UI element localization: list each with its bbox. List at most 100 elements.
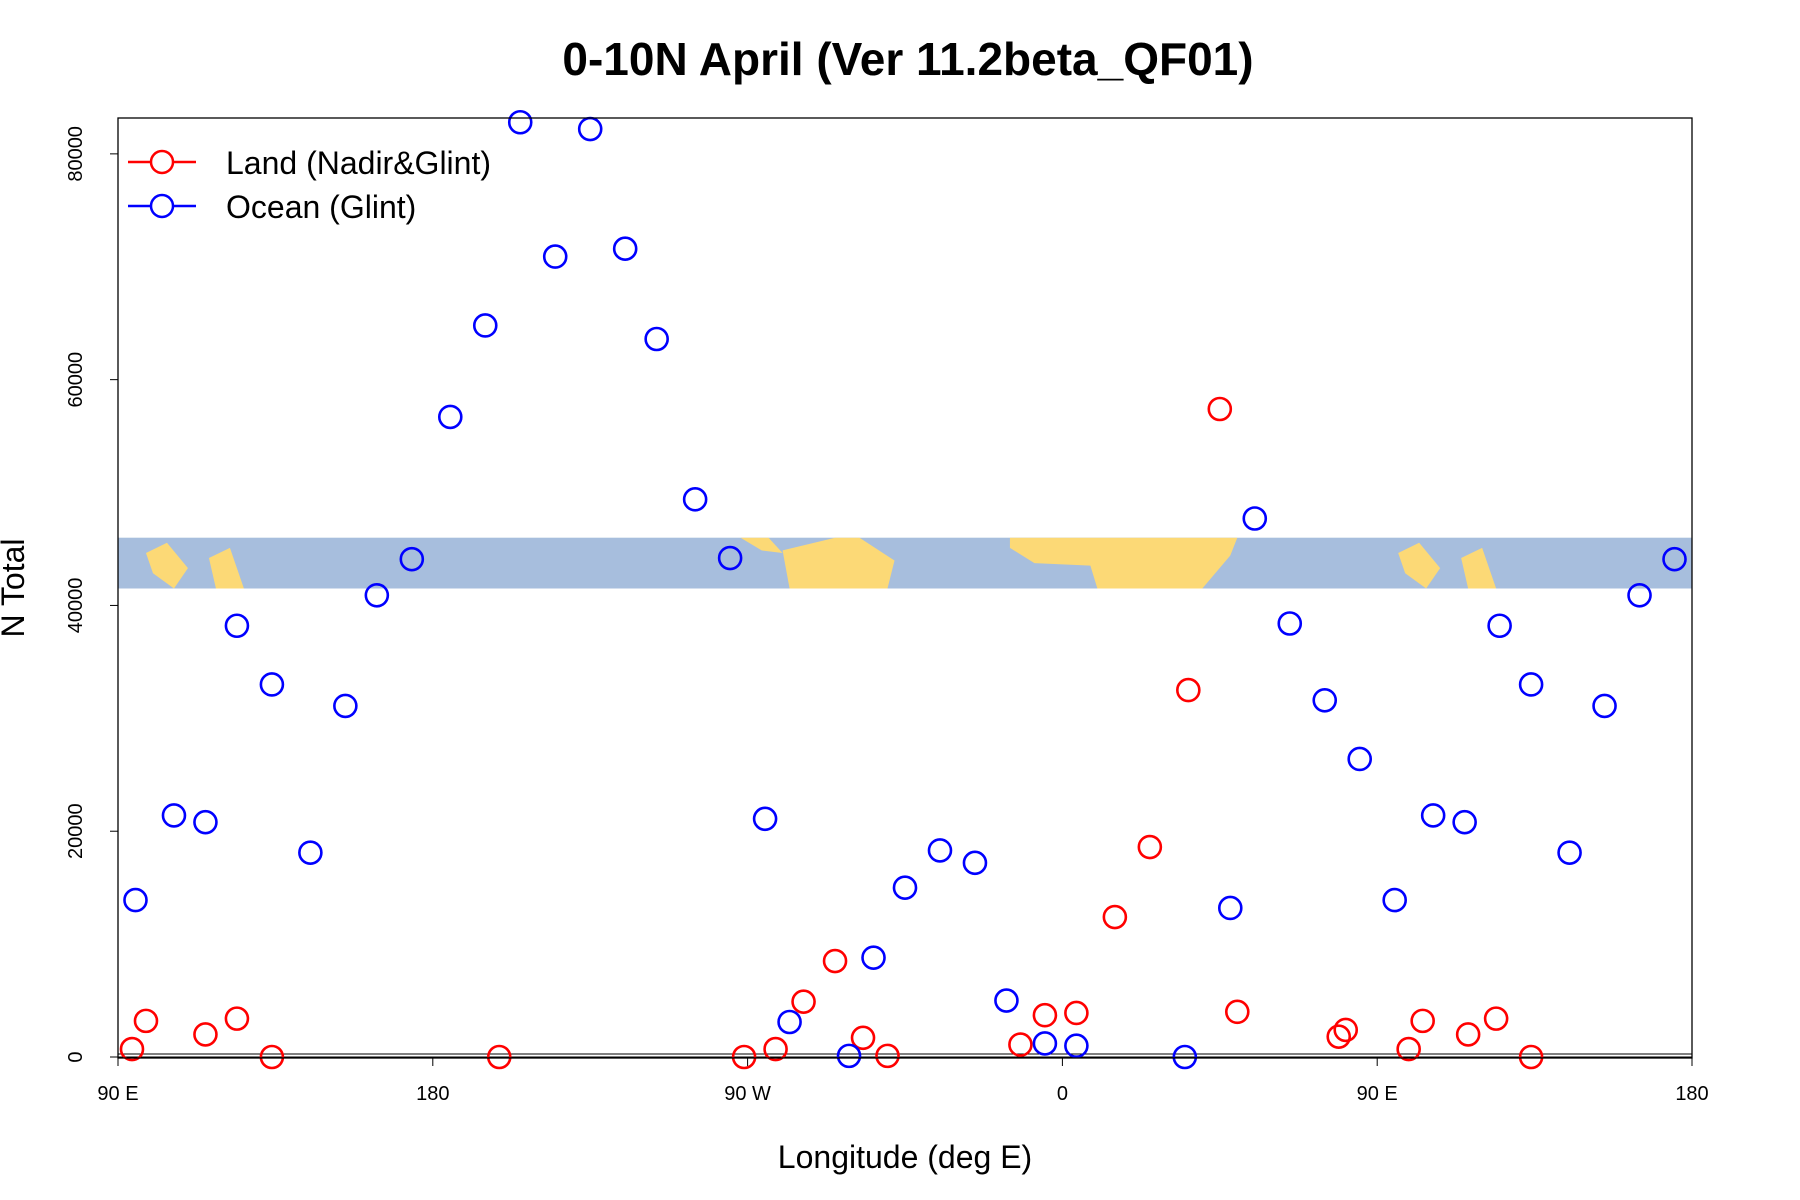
- land-point: [822, 948, 848, 974]
- ocean-point: [1420, 803, 1446, 828]
- map-land-central-america: [740, 537, 783, 553]
- land-point: [1032, 1002, 1058, 1028]
- map-land-south-america: [782, 537, 895, 589]
- land-point: [224, 1006, 250, 1031]
- y-tick-label: 40000: [65, 578, 87, 634]
- ocean-point: [224, 613, 250, 639]
- x-axis: 90 E 180 90 W 0 90 E 180: [97, 1058, 1709, 1105]
- ocean-point: [577, 116, 603, 142]
- ocean-point: [123, 887, 148, 913]
- ocean-point: [399, 546, 425, 572]
- land-point: [875, 1043, 900, 1069]
- land-point: [1483, 1006, 1509, 1031]
- land-point: [486, 1044, 512, 1070]
- ocean-point: [1557, 840, 1582, 865]
- land-point: [1326, 1024, 1352, 1049]
- ocean-point: [1032, 1031, 1058, 1056]
- land-point: [133, 1008, 159, 1034]
- land-point: [1137, 834, 1163, 860]
- legend-land-marker: [149, 149, 175, 175]
- ocean-point: [1217, 895, 1243, 921]
- ocean-point: [1487, 613, 1512, 639]
- ocean-point: [1592, 693, 1617, 719]
- land-point: [1064, 1000, 1089, 1026]
- ocean-point: [861, 945, 886, 970]
- x-tick-label: 90 E: [1357, 1083, 1398, 1105]
- map-ocean: [118, 537, 1692, 589]
- ocean-point: [892, 875, 918, 900]
- series-ocean: [123, 109, 1687, 1070]
- y-tick-label: 60000: [65, 352, 87, 408]
- plot-frame: [117, 117, 1693, 1059]
- land-point: [1518, 1044, 1544, 1070]
- y-tick-label: 80000: [65, 126, 87, 182]
- ocean-point: [1242, 506, 1268, 531]
- ocean-point: [1627, 582, 1652, 608]
- land-point: [1396, 1036, 1421, 1062]
- ocean-point: [1347, 746, 1373, 772]
- ocean-point: [1452, 809, 1477, 835]
- ocean-point: [437, 404, 463, 430]
- ocean-point: [717, 545, 743, 571]
- ocean-point: [1277, 611, 1303, 636]
- map-land-seasia-0: [145, 542, 188, 589]
- map-land-seasia-1: [1398, 542, 1441, 589]
- land-point: [259, 1044, 285, 1070]
- land-point: [731, 1044, 757, 1070]
- map-land-islands-1: [1461, 547, 1497, 589]
- ocean-point: [752, 806, 778, 832]
- ocean-point: [1518, 672, 1544, 697]
- ocean-point: [962, 850, 988, 876]
- ocean-point: [1382, 887, 1407, 913]
- ocean-point: [161, 803, 187, 828]
- ocean-point: [298, 840, 323, 865]
- ocean-point: [682, 487, 708, 512]
- land-point: [1333, 1017, 1359, 1043]
- ocean-point: [777, 1009, 802, 1035]
- zero-lines: [118, 1053, 1692, 1058]
- ocean-point: [1064, 1033, 1089, 1059]
- land-point: [1410, 1008, 1435, 1034]
- land-point: [850, 1025, 876, 1051]
- ocean-point: [1662, 546, 1687, 572]
- land-point: [1102, 904, 1128, 930]
- ocean-point: [542, 244, 568, 269]
- map-land-africa: [1009, 537, 1238, 589]
- x-axis-label: Longitude (deg E): [778, 1139, 1032, 1175]
- land-point: [1455, 1022, 1481, 1047]
- world-map-band: [118, 537, 1692, 589]
- map-land-islands-0: [208, 547, 244, 589]
- y-tick-label: 20000: [65, 803, 87, 859]
- land-point: [1008, 1032, 1033, 1057]
- land-point: [1207, 396, 1233, 422]
- x-tick-label: 180: [416, 1083, 449, 1105]
- legend-ocean-marker: [149, 193, 175, 219]
- land-point: [119, 1036, 145, 1062]
- ocean-point: [612, 236, 638, 261]
- land-point: [1224, 999, 1250, 1025]
- y-axis: 0 20000 40000 60000 80000: [65, 126, 118, 1063]
- ocean-point: [259, 672, 285, 697]
- ocean-point: [507, 109, 533, 135]
- land-point: [1176, 677, 1201, 703]
- ocean-point: [1172, 1044, 1198, 1070]
- ocean-point: [994, 988, 1019, 1013]
- ocean-point: [927, 838, 953, 863]
- legend-ocean-label: Ocean (Glint): [226, 189, 416, 225]
- ocean-point: [836, 1043, 862, 1069]
- data-points: [119, 109, 1687, 1070]
- y-axis-label: N Total: [0, 538, 31, 637]
- ocean-point: [472, 313, 498, 338]
- legend: Land (Nadir&Glint) Ocean (Glint): [128, 145, 491, 225]
- x-tick-label: 180: [1675, 1083, 1708, 1105]
- land-point: [763, 1036, 788, 1062]
- x-tick-label: 0: [1057, 1083, 1068, 1105]
- ocean-point: [644, 326, 669, 352]
- y-tick-label: 0: [65, 1051, 87, 1062]
- chart-title: 0-10N April (Ver 11.2beta_QF01): [562, 33, 1253, 85]
- land-point: [791, 989, 816, 1014]
- ocean-point: [193, 809, 218, 835]
- x-tick-label: 90 W: [724, 1083, 771, 1105]
- ocean-point: [1312, 687, 1338, 713]
